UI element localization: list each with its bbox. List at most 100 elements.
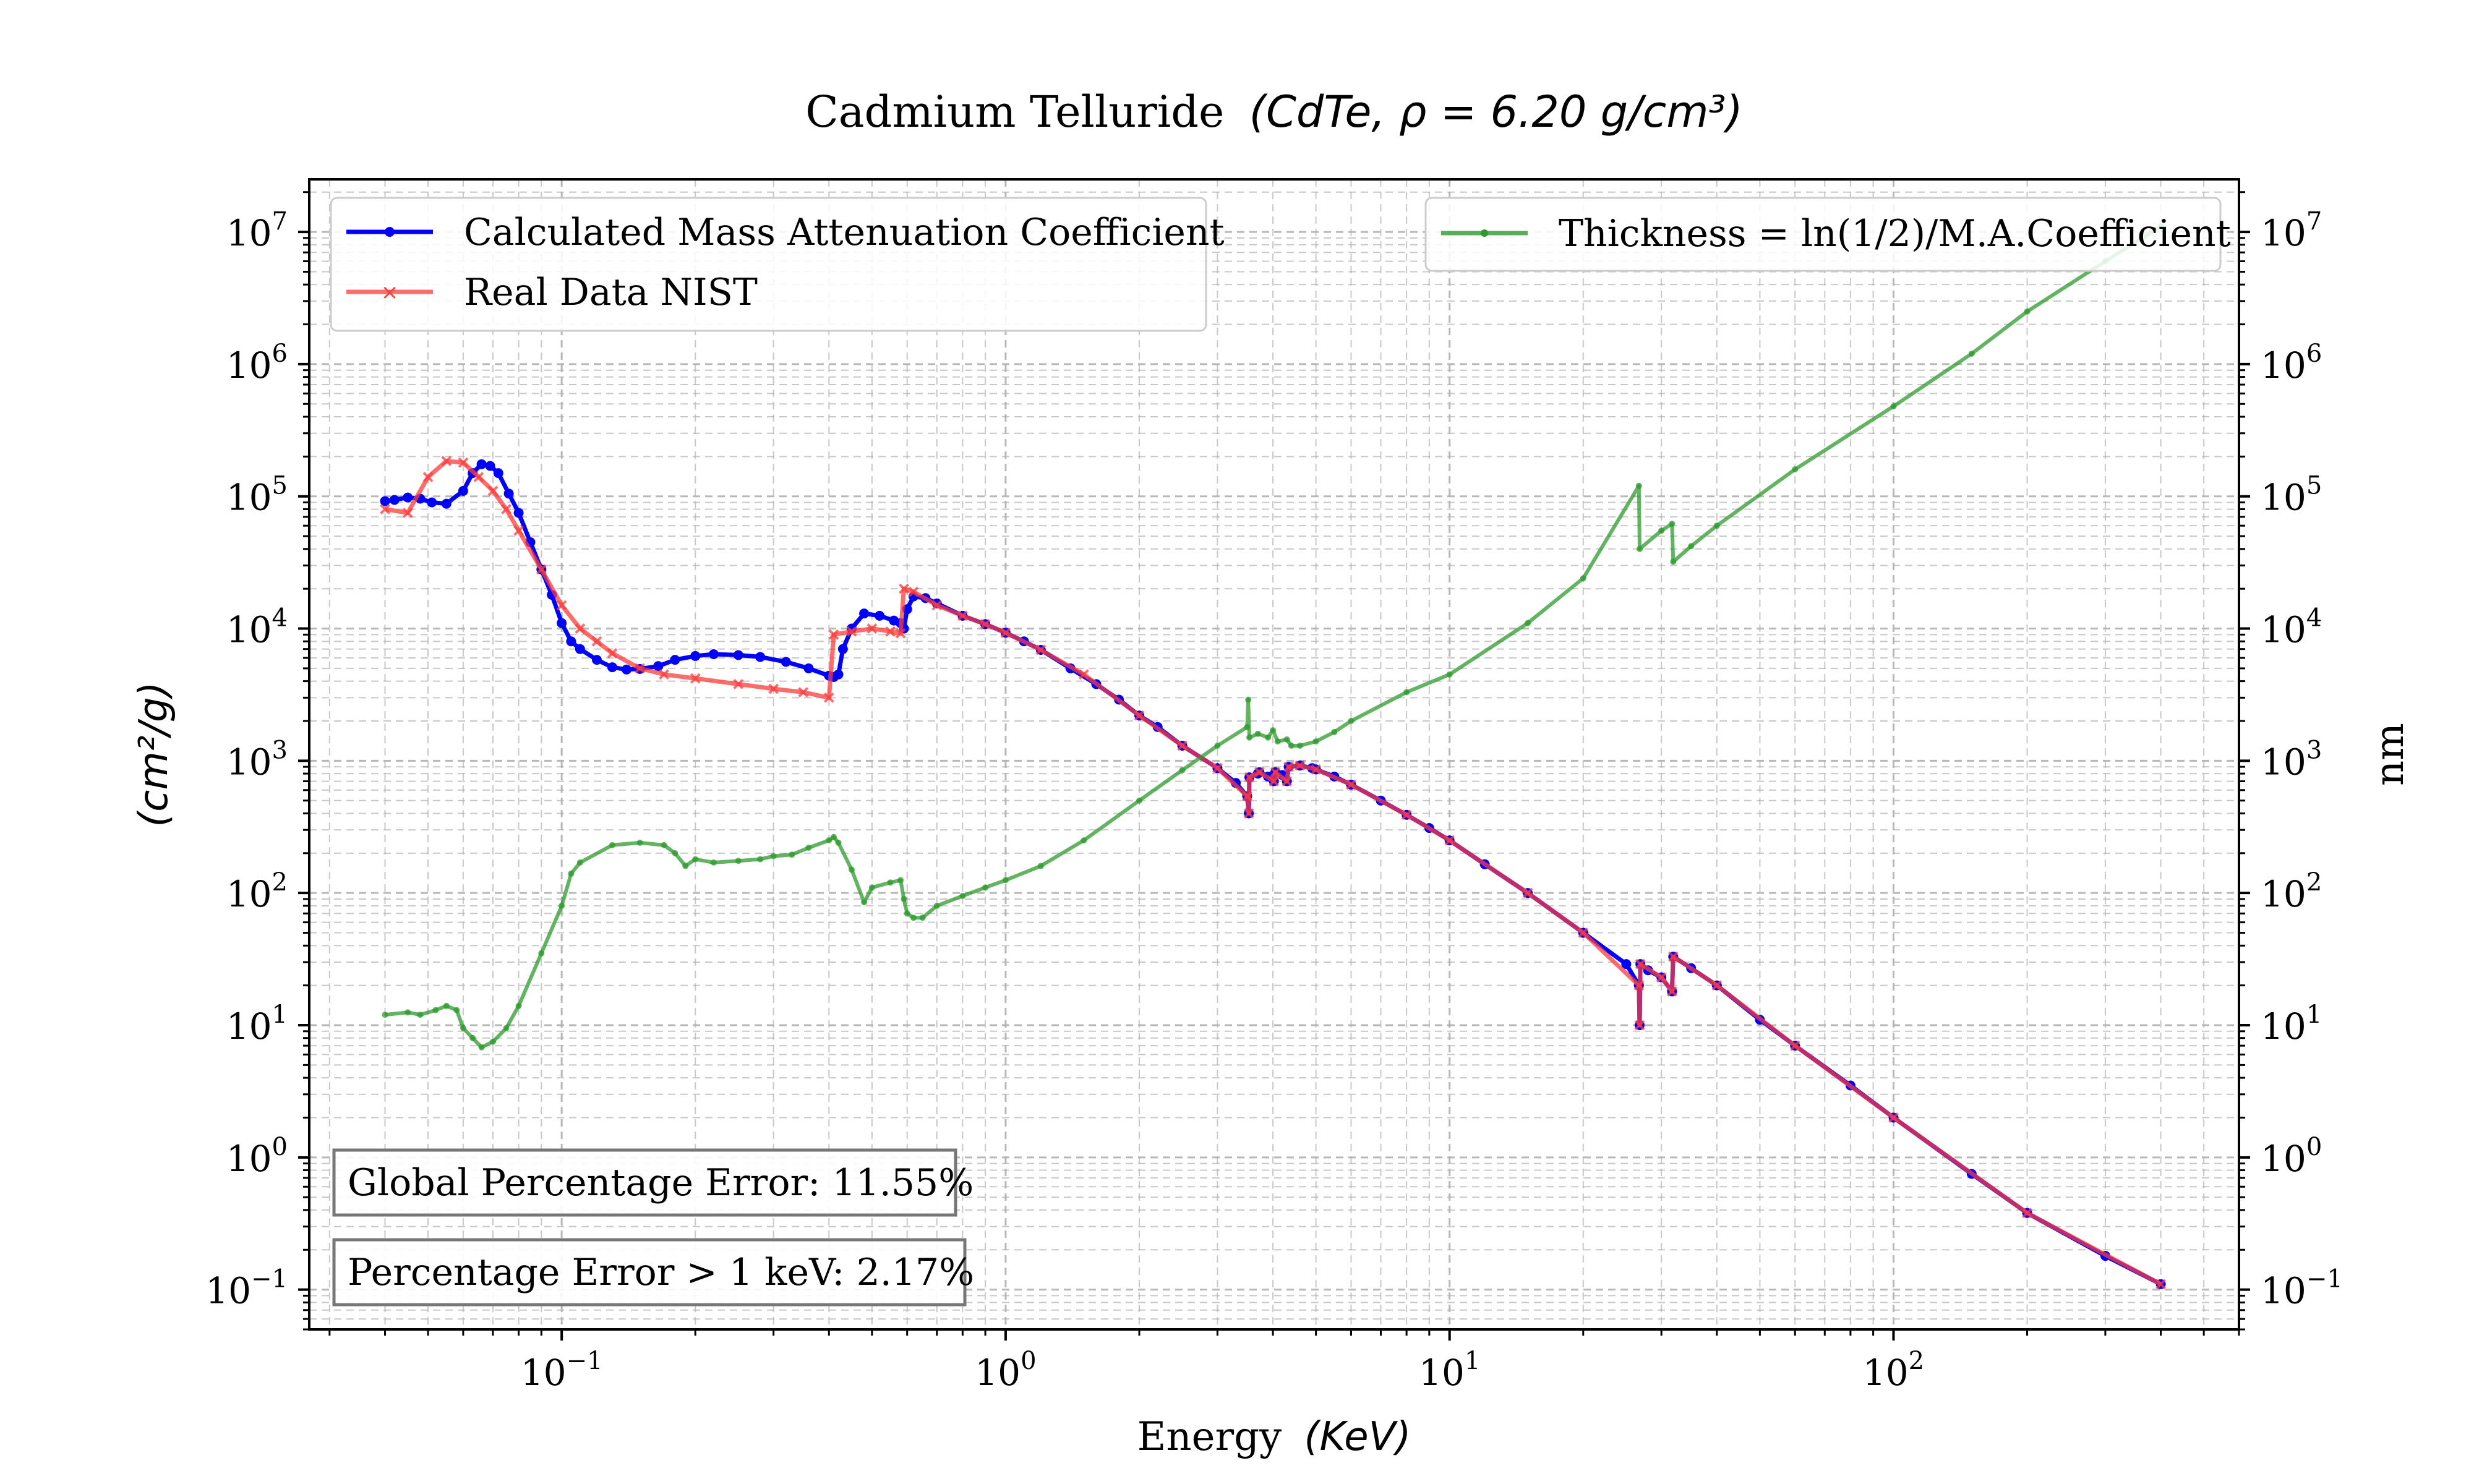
series-calculated-point — [493, 468, 503, 479]
series-thickness-point — [1890, 403, 1897, 410]
y-tick-label-right: 102 — [2261, 868, 2322, 915]
series-calculated-point — [875, 610, 885, 621]
series-thickness-point — [1636, 545, 1643, 552]
series-thickness-point — [576, 859, 583, 866]
series-thickness-point — [559, 902, 565, 909]
series-nist-point — [458, 457, 469, 468]
series-nist-point — [1311, 764, 1322, 775]
series-nist-point — [1634, 1020, 1645, 1031]
series-nist-point — [798, 687, 809, 697]
legend-right: Thickness = ln(1/2)/M.A.Coefficient — [1424, 197, 2231, 272]
series-nist-point — [536, 564, 547, 575]
series-thickness-point — [1265, 734, 1272, 741]
series-nist-point — [1711, 980, 1723, 991]
series-nist-point — [1656, 972, 1667, 983]
series-calculated-point — [708, 649, 719, 659]
y-tick-label-left: 103 — [226, 736, 288, 783]
series-thickness-point — [805, 844, 812, 851]
y-tick-label-right: 107 — [2261, 207, 2322, 254]
series-thickness-point — [538, 950, 545, 957]
series-calculated-point — [670, 655, 680, 665]
legend-left: Calculated Mass Attenuation Coefficient … — [330, 197, 1225, 332]
series-thickness-point — [489, 1038, 496, 1045]
legend-thickness-marker — [1481, 229, 1488, 237]
series-calculated-point — [653, 661, 664, 672]
series-nist-point — [899, 583, 909, 594]
series-nist-point — [2155, 1279, 2167, 1290]
series-nist-point — [513, 525, 524, 536]
series-thickness-point — [1179, 767, 1186, 774]
series-calculated-point — [803, 663, 814, 673]
high-energy-error-text: Percentage Error > 1 keV: 2.17% — [348, 1251, 974, 1294]
series-nist-point — [1789, 1040, 1800, 1051]
x-tick-label: 10−1 — [521, 1347, 603, 1394]
series-thickness-point — [432, 1007, 439, 1013]
series-calculated-point — [458, 485, 468, 496]
series-thickness-point — [1670, 558, 1677, 565]
series-calculated-point — [441, 498, 452, 509]
series-nist-point — [1035, 644, 1047, 655]
series-nist-point — [1633, 980, 1645, 991]
y-tick-label-left: 106 — [226, 339, 288, 386]
series-nist-point — [957, 610, 968, 621]
x-axis-label: Energy (KeV) — [1137, 1414, 1411, 1460]
x-axis-label-text: Energy — [1137, 1414, 1282, 1460]
series-thickness-point — [1274, 738, 1281, 745]
series-thickness-point — [1246, 734, 1252, 741]
series-thickness-point — [849, 866, 855, 873]
series-thickness-point — [1214, 742, 1221, 749]
chart-title-formula: (CdTe, ρ = 6.20 g/cm³) — [1249, 87, 1743, 137]
y-tick-label-left: 102 — [226, 868, 288, 915]
series-thickness-point — [910, 915, 917, 921]
series-calculated-point — [733, 650, 743, 660]
grid — [309, 179, 2240, 1330]
series-thickness-point — [460, 1025, 466, 1031]
series-nist — [380, 456, 2167, 1290]
series-thickness-point — [901, 895, 907, 902]
series-calculated-point — [607, 662, 617, 673]
series-thickness-point — [735, 858, 742, 864]
y-tick-label-left: 107 — [226, 207, 288, 254]
x-tick-label: 102 — [1863, 1347, 1924, 1394]
series-nist-point — [1254, 767, 1265, 778]
series-thickness — [382, 223, 2164, 1051]
y-tick-label-right: 104 — [2261, 604, 2322, 651]
series-nist-point — [1522, 887, 1533, 898]
series-thickness-point — [661, 842, 667, 848]
high-energy-error-annotation: Percentage Error > 1 keV: 2.17% — [332, 1238, 974, 1307]
series-calculated-point — [427, 497, 437, 508]
series-thickness-point — [1254, 730, 1261, 737]
y-tick-label-left: 104 — [226, 604, 288, 651]
series-nist-point — [2022, 1208, 2032, 1219]
series-thickness-point — [1081, 837, 1087, 844]
series-nist-point — [1295, 760, 1306, 771]
series-nist-point — [441, 456, 452, 467]
series-calculated-point — [833, 669, 844, 680]
series-nist-point — [422, 472, 434, 482]
y-tick-label-left: 100 — [226, 1133, 288, 1180]
series-thickness-point — [382, 1012, 388, 1018]
y-tick-label-right: 103 — [2261, 736, 2322, 783]
series-nist-point — [690, 673, 701, 684]
series-thickness-point — [404, 1009, 411, 1016]
y-tick-label-right: 106 — [2261, 339, 2322, 386]
legend-thickness-label: Thickness = ln(1/2)/M.A.Coefficient — [1559, 212, 2231, 255]
series-nist-point — [828, 629, 839, 640]
chart-title: Cadmium Telluride (CdTe, ρ = 6.20 g/cm³) — [805, 87, 1743, 137]
series-nist-point — [1401, 809, 1412, 821]
series-calculated-point — [476, 459, 487, 469]
series-thickness-point — [568, 870, 575, 877]
series-thickness-point — [959, 892, 966, 899]
series-thickness-point — [1136, 797, 1142, 804]
series-nist-point — [931, 600, 943, 611]
y-tick-label-right: 105 — [2261, 472, 2322, 519]
series-thickness-point — [2024, 308, 2031, 315]
series-nist-point — [1283, 761, 1294, 772]
series-nist-point — [473, 472, 484, 482]
series-calculated-point — [837, 644, 848, 654]
series-thickness-point — [469, 1034, 476, 1041]
plot-frame — [308, 178, 2240, 1331]
ticks: 10−1 100 101 102 10−1 10−1 100 100 101 101 102 102 1… — [205, 191, 2343, 1394]
series-nist-point — [1667, 951, 1679, 962]
global-error-box — [332, 1148, 957, 1217]
